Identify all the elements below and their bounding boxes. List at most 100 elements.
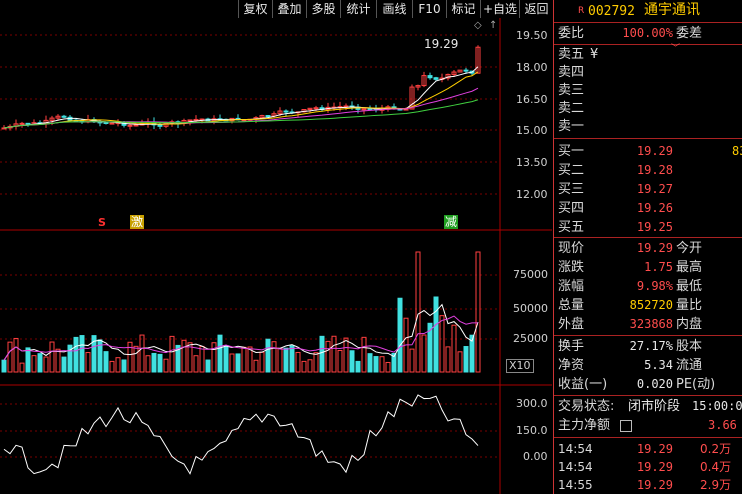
volume-bar	[415, 251, 421, 373]
stock-badge: R	[578, 6, 585, 16]
candle-body	[463, 69, 469, 72]
weibi-value: 100.00%	[622, 26, 673, 40]
volume-bar	[145, 355, 151, 373]
buy-price: 19.27	[636, 182, 673, 196]
tick-price: 19.29	[636, 478, 673, 492]
sell-row[interactable]: 卖二	[554, 100, 742, 117]
volume-bar	[307, 359, 313, 373]
volume-bar	[175, 344, 181, 373]
sell-label: 卖二	[558, 101, 585, 116]
candle-body	[103, 121, 109, 124]
volume-bar	[127, 341, 133, 373]
buy-label: 买四	[558, 201, 585, 216]
volume-bar	[355, 360, 361, 373]
toolbar-button-f10[interactable]: F10	[412, 0, 446, 18]
toolbar-button-mark[interactable]: 标记	[446, 0, 480, 18]
toolbar-button-restore-rights[interactable]: 复权	[238, 0, 272, 18]
toolbar-button-stats[interactable]: 统计	[340, 0, 376, 18]
weicha-label: 委差	[676, 26, 703, 41]
tick-time: 14:55	[558, 478, 593, 492]
buy-price: 19.26	[636, 201, 673, 215]
candle-body	[283, 110, 289, 113]
volume-bar	[463, 346, 469, 373]
volume-bar	[361, 336, 367, 373]
quote-label: 最低	[676, 279, 703, 294]
scroll-down-icon[interactable]: ﹀	[671, 44, 681, 54]
tick-row: 14:54 19.29 0.4万	[554, 459, 742, 476]
net-inflow-row: 主力净额 3.66	[554, 417, 742, 434]
volume-bar	[67, 344, 73, 373]
quote-value: 1.75	[644, 260, 673, 274]
quote-row: 外盘 323868 内盘	[554, 316, 742, 333]
tick-row: 14:55 19.29 2.9万	[554, 477, 742, 494]
sell-row[interactable]: 卖四	[554, 64, 742, 81]
sell-label: 卖三	[558, 83, 585, 98]
volume-bar	[271, 341, 277, 373]
tick-price: 19.29	[636, 460, 673, 474]
fundamental-label: 换手	[558, 339, 585, 354]
price-axis-label: 16.50	[516, 93, 548, 106]
volume-bar	[391, 352, 397, 373]
volume-bar	[379, 356, 385, 373]
quote-value: 323868	[629, 317, 673, 331]
volume-bar	[13, 337, 19, 373]
currency-icon: ¥	[590, 47, 599, 62]
buy-qty: 83	[732, 144, 742, 158]
volume-bar	[133, 345, 139, 373]
volume-ma-line	[3, 315, 478, 361]
stock-name: 通宇通讯	[644, 2, 700, 18]
buy-row[interactable]: 买五 19.25	[554, 219, 742, 236]
indicator-axis-label: 150.0	[516, 424, 548, 437]
toolbar-button-back[interactable]: 返回	[519, 0, 553, 18]
fundamental-value: 5.34	[644, 358, 673, 372]
volume-bar	[253, 359, 259, 373]
price-axis-label: 13.50	[516, 156, 548, 169]
candle-body	[265, 115, 271, 118]
tick-volume: 0.4万	[700, 460, 732, 474]
buy-label: 买一	[558, 144, 585, 159]
buy-row[interactable]: 买三 19.27	[554, 181, 742, 198]
sell-row[interactable]: 卖一	[554, 118, 742, 135]
tick-time: 14:54	[558, 442, 593, 456]
volume-bar	[49, 341, 55, 373]
net-inflow-label: 主力净额	[558, 418, 611, 433]
trading-status-row: 交易状态: 闭市阶段 15:00:0	[554, 398, 742, 415]
quote-label: 涨跌	[558, 260, 585, 275]
kline-chart-area[interactable]: 19.50 18.00 16.50 15.00 13.50 12.00 7500…	[0, 0, 552, 494]
weibi-label: 委比	[558, 26, 585, 41]
volume-bar	[211, 342, 217, 373]
moving-average-line	[3, 71, 479, 129]
volume-bar	[115, 357, 121, 373]
quote-value: 9.98%	[636, 279, 673, 293]
candle-body	[187, 119, 193, 122]
fundamental-label: 收益(一)	[558, 377, 608, 392]
toolbar-button-multi-stock[interactable]: 多股	[306, 0, 340, 18]
volume-bar	[331, 335, 337, 373]
buy-row[interactable]: 买四 19.26	[554, 200, 742, 217]
kline-chart[interactable]	[0, 0, 552, 494]
volume-bar	[277, 347, 283, 373]
candle-body	[157, 124, 163, 127]
tick-row: 14:54 19.29 0.2万	[554, 441, 742, 458]
expand-icon[interactable]	[620, 420, 632, 432]
fundamental-label: 股本	[676, 339, 703, 354]
volume-bar	[451, 324, 457, 373]
candle-body	[259, 115, 265, 119]
volume-bar	[259, 351, 265, 373]
volume-bar	[37, 353, 43, 373]
quote-value: 852720	[629, 298, 673, 312]
volume-bar	[295, 351, 301, 373]
sell-row[interactable]: 卖三	[554, 82, 742, 99]
volume-bar	[235, 353, 241, 373]
volume-bar	[31, 355, 37, 373]
sell-row[interactable]: 卖五 ¥	[554, 46, 742, 63]
toolbar-button-add-favorite[interactable]: +自选	[480, 0, 519, 18]
volume-bar	[385, 361, 391, 373]
trading-status-time: 15:00:0	[692, 399, 742, 413]
buy-row[interactable]: 买二 19.28	[554, 162, 742, 179]
volume-bar	[187, 342, 193, 373]
candle-body	[307, 107, 313, 111]
buy-row[interactable]: 买一 19.29 83	[554, 143, 742, 160]
toolbar-button-draw[interactable]: 画线	[376, 0, 412, 18]
toolbar-button-overlay[interactable]: 叠加	[272, 0, 306, 18]
